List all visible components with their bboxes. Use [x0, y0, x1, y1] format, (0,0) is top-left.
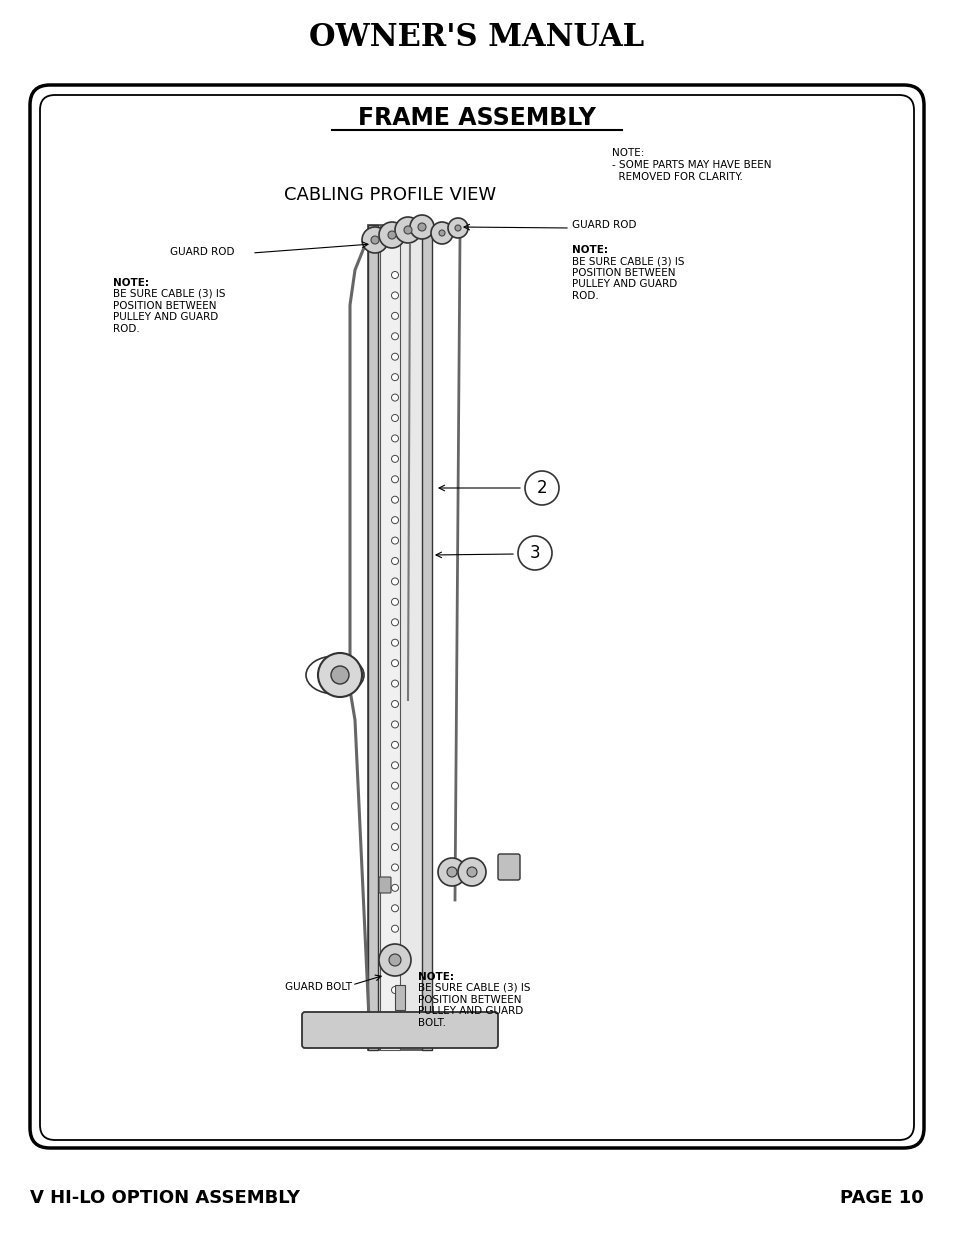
Circle shape — [448, 219, 468, 238]
Circle shape — [391, 415, 398, 421]
Circle shape — [391, 312, 398, 320]
Circle shape — [455, 225, 460, 231]
Circle shape — [391, 291, 398, 299]
Text: BE SURE CABLE (3) IS
POSITION BETWEEN
PULLEY AND GUARD
ROD.: BE SURE CABLE (3) IS POSITION BETWEEN PU… — [572, 256, 684, 301]
Bar — [395, 986, 405, 1010]
Circle shape — [395, 217, 420, 243]
Circle shape — [403, 226, 412, 233]
Circle shape — [378, 944, 411, 976]
Text: FRAME ASSEMBLY: FRAME ASSEMBLY — [357, 106, 596, 130]
Circle shape — [447, 867, 456, 877]
Bar — [379, 225, 399, 1050]
Circle shape — [391, 353, 398, 361]
Circle shape — [391, 496, 398, 503]
Circle shape — [524, 471, 558, 505]
Circle shape — [391, 435, 398, 442]
Circle shape — [317, 653, 361, 697]
Circle shape — [391, 782, 398, 789]
Circle shape — [391, 680, 398, 687]
Circle shape — [378, 222, 405, 248]
Circle shape — [391, 823, 398, 830]
Bar — [421, 225, 432, 1050]
Circle shape — [431, 222, 453, 245]
Text: - SOME PARTS MAY HAVE BEEN
  REMOVED FOR CLARITY.: - SOME PARTS MAY HAVE BEEN REMOVED FOR C… — [612, 161, 771, 182]
Circle shape — [417, 224, 426, 231]
Circle shape — [391, 803, 398, 810]
Circle shape — [388, 231, 395, 240]
Circle shape — [391, 762, 398, 768]
Text: CABLING PROFILE VIEW: CABLING PROFILE VIEW — [284, 186, 496, 204]
Circle shape — [391, 598, 398, 605]
Bar — [368, 225, 377, 1050]
Circle shape — [467, 867, 476, 877]
Circle shape — [391, 557, 398, 564]
Text: BE SURE CABLE (3) IS
POSITION BETWEEN
PULLEY AND GUARD
BOLT.: BE SURE CABLE (3) IS POSITION BETWEEN PU… — [417, 983, 530, 1028]
Text: NOTE:: NOTE: — [572, 245, 607, 254]
Circle shape — [391, 925, 398, 932]
Circle shape — [391, 844, 398, 851]
Circle shape — [391, 884, 398, 892]
Circle shape — [517, 536, 552, 571]
Circle shape — [391, 578, 398, 585]
Text: GUARD ROD: GUARD ROD — [572, 220, 636, 230]
Circle shape — [391, 700, 398, 708]
Circle shape — [389, 953, 400, 966]
Circle shape — [391, 966, 398, 973]
Text: GUARD ROD: GUARD ROD — [170, 247, 234, 257]
Text: GUARD BOLT: GUARD BOLT — [285, 982, 352, 992]
Text: PAGE 10: PAGE 10 — [840, 1189, 923, 1207]
Text: NOTE:: NOTE: — [612, 148, 643, 158]
Circle shape — [361, 227, 388, 253]
Circle shape — [391, 619, 398, 626]
Circle shape — [391, 516, 398, 524]
Circle shape — [391, 905, 398, 911]
Circle shape — [457, 858, 485, 885]
Text: NOTE:: NOTE: — [417, 972, 454, 982]
Text: 3: 3 — [529, 543, 539, 562]
Circle shape — [391, 272, 398, 279]
Text: 2: 2 — [537, 479, 547, 496]
Text: BE SURE CABLE (3) IS
POSITION BETWEEN
PULLEY AND GUARD
ROD.: BE SURE CABLE (3) IS POSITION BETWEEN PU… — [112, 289, 225, 333]
Text: V HI-LO OPTION ASSEMBLY: V HI-LO OPTION ASSEMBLY — [30, 1189, 299, 1207]
Circle shape — [331, 666, 349, 684]
Circle shape — [391, 640, 398, 646]
Bar — [368, 225, 432, 1050]
FancyBboxPatch shape — [30, 85, 923, 1149]
Circle shape — [438, 230, 444, 236]
Circle shape — [391, 475, 398, 483]
Circle shape — [371, 236, 378, 245]
Circle shape — [391, 741, 398, 748]
Circle shape — [391, 864, 398, 871]
FancyBboxPatch shape — [302, 1011, 497, 1049]
Circle shape — [391, 659, 398, 667]
Circle shape — [391, 374, 398, 380]
FancyBboxPatch shape — [40, 95, 913, 1140]
Circle shape — [410, 215, 434, 240]
Circle shape — [437, 858, 465, 885]
Circle shape — [391, 946, 398, 952]
Circle shape — [391, 394, 398, 401]
Circle shape — [391, 537, 398, 545]
Circle shape — [391, 987, 398, 993]
Text: OWNER'S MANUAL: OWNER'S MANUAL — [309, 22, 644, 53]
FancyBboxPatch shape — [497, 853, 519, 881]
Circle shape — [391, 456, 398, 462]
FancyBboxPatch shape — [378, 877, 391, 893]
Circle shape — [391, 721, 398, 727]
Text: NOTE:: NOTE: — [112, 278, 149, 288]
Circle shape — [391, 332, 398, 340]
